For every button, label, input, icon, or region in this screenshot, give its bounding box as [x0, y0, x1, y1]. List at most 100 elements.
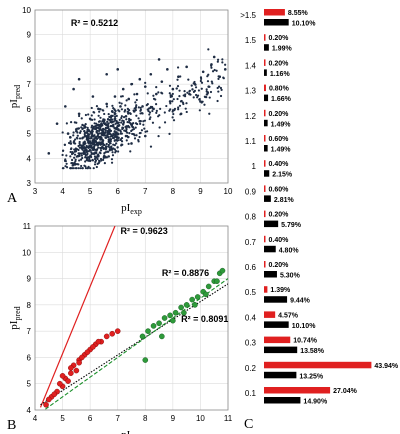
data-point — [139, 112, 142, 115]
data-point — [163, 121, 167, 124]
data-point — [145, 104, 148, 107]
data-point — [210, 80, 213, 83]
data-point — [103, 151, 106, 155]
data-point-red — [59, 373, 66, 379]
data-point — [208, 96, 211, 99]
data-point — [148, 111, 152, 114]
data-point — [111, 118, 114, 121]
data-point — [80, 154, 83, 157]
data-point — [212, 55, 216, 59]
data-point — [127, 124, 130, 128]
data-point — [79, 167, 82, 170]
data-point — [94, 127, 97, 130]
data-point — [127, 97, 131, 101]
data-point — [61, 131, 64, 134]
data-point — [217, 85, 221, 88]
data-point — [84, 156, 87, 159]
data-point — [93, 118, 96, 121]
data-point — [87, 137, 91, 140]
data-point — [183, 90, 186, 93]
data-point — [74, 158, 77, 161]
data-point — [73, 142, 76, 145]
r-squared-annotation: R² = 0.5212 — [71, 18, 118, 28]
y-tick-label: 8 — [27, 301, 32, 310]
data-point — [102, 144, 105, 147]
data-point — [99, 146, 102, 150]
data-point — [90, 146, 93, 149]
data-point-red — [68, 365, 74, 371]
data-point — [134, 101, 137, 104]
data-point — [77, 163, 80, 166]
data-point — [86, 139, 89, 142]
data-point-green — [178, 304, 184, 311]
data-point — [71, 167, 74, 170]
data-point — [113, 113, 116, 116]
data-point-green — [214, 278, 220, 285]
data-point — [74, 147, 78, 150]
data-point — [69, 155, 72, 158]
data-point — [113, 144, 116, 147]
data-point — [95, 122, 98, 125]
bar-red — [264, 185, 266, 192]
bar-black — [264, 119, 268, 127]
data-point — [92, 148, 95, 151]
data-point — [104, 136, 107, 139]
data-point — [143, 134, 147, 138]
data-point — [107, 113, 110, 116]
data-point — [215, 69, 218, 72]
data-point — [190, 84, 193, 87]
data-point — [108, 142, 112, 145]
category-label: 1.1 — [245, 137, 257, 146]
data-point — [119, 138, 122, 142]
bar-red — [264, 9, 285, 16]
data-point — [139, 106, 142, 109]
data-point — [152, 94, 155, 97]
data-point — [220, 88, 223, 92]
data-point — [78, 159, 81, 162]
data-point — [78, 137, 82, 140]
bar-red — [264, 84, 266, 92]
bar-value-label: 0.20% — [269, 35, 290, 42]
y-tick-label: 11 — [23, 222, 32, 231]
data-point — [134, 126, 137, 129]
bar-value-label: 27.04% — [333, 388, 358, 395]
data-point-green — [192, 302, 198, 308]
data-point — [135, 114, 138, 117]
data-point — [69, 140, 72, 143]
data-point — [96, 129, 99, 132]
bar-value-label: 14.90% — [303, 399, 328, 406]
data-point — [146, 92, 149, 95]
data-point — [149, 106, 152, 109]
data-point — [65, 122, 68, 125]
data-point — [105, 105, 109, 108]
data-point — [195, 93, 198, 97]
data-point — [83, 131, 86, 135]
bar-red — [264, 109, 266, 117]
data-point — [102, 119, 106, 123]
panel-label-b: B — [7, 418, 16, 433]
data-point — [223, 68, 227, 71]
data-point — [120, 143, 123, 146]
data-point — [124, 114, 128, 118]
data-point — [126, 120, 129, 124]
data-point — [144, 81, 147, 84]
data-point-red — [95, 338, 102, 345]
y-tick-label: 7 — [27, 327, 32, 336]
data-point — [87, 165, 90, 168]
data-point — [168, 92, 171, 95]
data-point — [107, 150, 110, 153]
data-point — [96, 123, 99, 127]
data-point — [211, 82, 214, 85]
data-point — [95, 142, 98, 146]
data-point — [176, 97, 179, 101]
category-label: 1.4 — [245, 61, 257, 70]
data-point — [213, 68, 216, 72]
data-point — [65, 166, 69, 169]
data-point — [110, 134, 113, 137]
category-label: 1.3 — [245, 87, 257, 96]
bar-value-label: 8.55% — [288, 10, 309, 17]
y-tick-label: 4 — [27, 154, 32, 163]
data-point — [77, 148, 80, 152]
data-point — [127, 135, 130, 139]
data-point — [70, 158, 74, 162]
